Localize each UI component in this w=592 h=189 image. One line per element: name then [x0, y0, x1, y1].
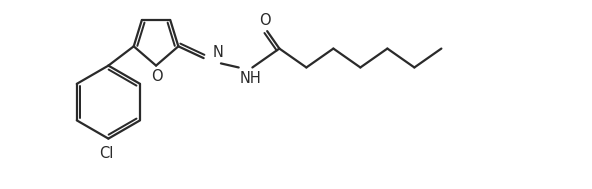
- Text: Cl: Cl: [99, 146, 113, 161]
- Text: O: O: [259, 13, 271, 28]
- Text: N: N: [213, 45, 224, 60]
- Text: NH: NH: [240, 70, 262, 85]
- Text: O: O: [151, 69, 163, 84]
